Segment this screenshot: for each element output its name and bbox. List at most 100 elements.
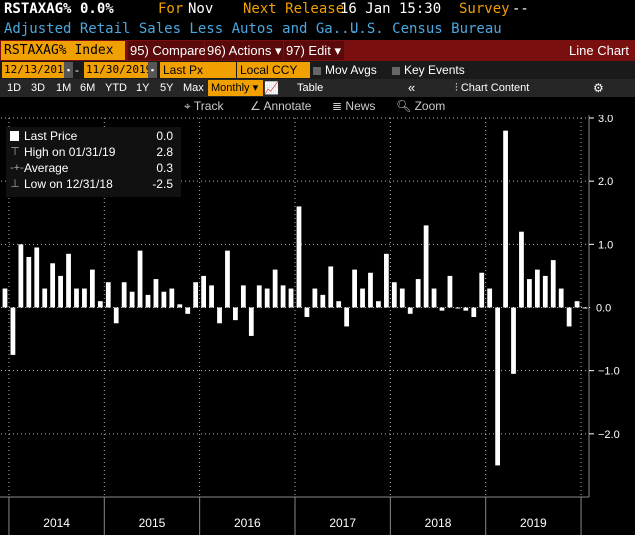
frequency-select[interactable]: Monthly ▾ xyxy=(208,80,263,96)
chart-icon: ⫶ xyxy=(455,82,458,94)
data-bar xyxy=(240,285,246,308)
actions-button[interactable]: 96) Actions ▾ xyxy=(205,41,283,60)
period-5y[interactable]: 5Y xyxy=(160,82,174,94)
compare-button[interactable]: 95) Compare xyxy=(128,41,206,60)
period-max[interactable]: Max xyxy=(183,82,204,94)
data-bar xyxy=(399,288,405,308)
edit-label: 97) Edit xyxy=(286,43,331,58)
gear-icon[interactable]: ⚙ xyxy=(593,81,604,95)
legend-avg-label: Average xyxy=(24,161,69,175)
data-bar xyxy=(169,288,175,308)
table-button[interactable]: Table xyxy=(297,82,324,94)
data-bar xyxy=(415,279,421,308)
y-tick-label: −1.0 xyxy=(598,366,620,378)
date-separator: - xyxy=(75,63,79,77)
data-bar xyxy=(272,269,278,308)
data-bar xyxy=(296,206,302,308)
data-bar xyxy=(18,244,24,308)
calendar-icon[interactable]: ▪ xyxy=(148,62,157,78)
key-events-toggle[interactable]: Key Events xyxy=(392,62,465,78)
data-bar xyxy=(280,285,286,308)
checkbox-icon xyxy=(392,66,400,75)
data-bar xyxy=(574,301,580,308)
zoom-tool[interactable]: 🔍︎ Zoom xyxy=(396,98,445,114)
calendar-icon[interactable]: ▪ xyxy=(64,62,73,78)
collapse-left-icon[interactable]: « xyxy=(408,80,416,95)
actions-label: 96) Actions xyxy=(207,43,272,58)
period-3d[interactable]: 3D xyxy=(31,82,46,94)
x-tick-label: 2017 xyxy=(329,516,356,530)
y-tick-label: 2.0 xyxy=(598,176,613,188)
survey-value: -- xyxy=(512,1,529,17)
legend-avg-value: 0.3 xyxy=(156,161,173,175)
data-bar xyxy=(582,307,588,309)
description-bar: Adjusted Retail Sales Less Autos and Ga.… xyxy=(0,21,635,40)
edit-button[interactable]: 97) Edit ▾ xyxy=(284,41,344,60)
data-bar xyxy=(201,275,207,308)
data-bar xyxy=(248,307,254,336)
data-bar xyxy=(113,307,119,324)
period-1y[interactable]: 1Y xyxy=(136,82,150,94)
currency-select[interactable]: Local CCY xyxy=(237,62,310,78)
news-label: News xyxy=(345,99,376,113)
high-marker-icon: ⊤ xyxy=(10,146,20,158)
data-bar xyxy=(566,307,572,327)
data-bar xyxy=(58,275,63,308)
data-bar xyxy=(185,307,191,314)
annotate-tool[interactable]: ∠ Annotate xyxy=(250,98,311,114)
mov-avgs-label: Mov Avgs xyxy=(325,63,377,77)
chart-content-button[interactable]: ⫶ Chart Content xyxy=(455,80,529,96)
data-bar xyxy=(455,307,461,309)
data-bar xyxy=(161,291,167,308)
period-6m[interactable]: 6M xyxy=(80,82,96,94)
survey-label: Survey xyxy=(459,1,510,17)
data-bar xyxy=(26,256,32,308)
data-bar xyxy=(34,247,40,308)
data-bar xyxy=(177,304,183,308)
chart-content-label: Chart Content xyxy=(460,82,530,94)
track-label: Track xyxy=(193,99,224,113)
data-bar xyxy=(74,288,79,308)
track-tool[interactable]: ⌖ Track xyxy=(184,98,223,114)
data-bar xyxy=(264,288,270,308)
data-bar xyxy=(82,288,87,308)
period-ytd[interactable]: YTD xyxy=(105,82,127,94)
data-bar xyxy=(487,288,493,308)
news-tool[interactable]: ≣ News xyxy=(332,98,375,114)
data-bar xyxy=(137,250,143,308)
line-chart-icon[interactable]: 📈 xyxy=(264,81,279,95)
mov-avgs-toggle[interactable]: Mov Avgs xyxy=(313,62,377,78)
period-1d[interactable]: 1D xyxy=(7,82,22,94)
legend-low: ⊥ Low on 12/31/18 -2.5 xyxy=(10,177,177,192)
data-bar xyxy=(209,285,214,308)
data-bar xyxy=(542,275,548,308)
period-1m[interactable]: 1M xyxy=(56,82,72,94)
data-bar xyxy=(256,285,262,308)
data-bar xyxy=(383,253,389,308)
data-bar xyxy=(360,288,365,308)
data-bar xyxy=(89,269,95,308)
settings-bar: 12/13/2013 ▪ - 11/30/2019 ▪ Last Px Loca… xyxy=(0,61,635,79)
y-tick-label: −2.0 xyxy=(598,429,620,441)
data-bar xyxy=(97,301,103,308)
bar-chart[interactable]: 2014 2015 2016 2017 2018 2019 3.0 2.0 1.0 0.0 −1.0… xyxy=(0,115,635,535)
last-price-box xyxy=(590,300,632,315)
end-date-field[interactable]: 11/30/2019 xyxy=(84,62,153,78)
start-date-field[interactable]: 12/13/2013 xyxy=(2,62,71,78)
last-price-label: 0.0 xyxy=(596,303,611,315)
period-bar: 1D 3D 1M 6M YTD 1Y 5Y Max Monthly ▾ 📈 Ta… xyxy=(0,79,635,97)
field-select[interactable]: Last Px xyxy=(160,62,236,78)
data-bar xyxy=(471,307,477,317)
data-bar xyxy=(423,225,429,308)
crosshair-icon: ⌖ xyxy=(184,99,191,113)
data-bar xyxy=(431,288,437,308)
chevron-down-icon: ▾ xyxy=(252,82,259,94)
security-header: RSTAXAG% 0.0% For Nov Next Release 16 Ja… xyxy=(0,0,635,21)
next-release-label: Next Release xyxy=(243,1,345,17)
next-release-value: 16 Jan 15:30 xyxy=(340,1,442,17)
data-bar xyxy=(50,263,56,308)
data-bar xyxy=(320,294,326,308)
security-field[interactable]: RSTAXAG% Index xyxy=(1,41,125,60)
ticker: RSTAXAG% xyxy=(4,1,72,17)
data-bar xyxy=(225,250,230,308)
